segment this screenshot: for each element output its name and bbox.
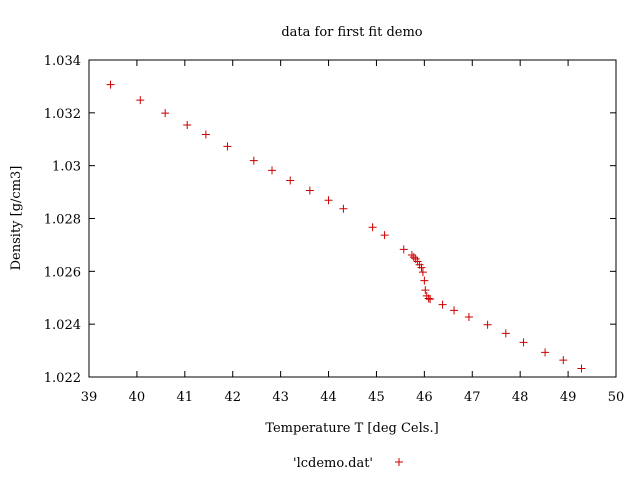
- data-point: [501, 329, 510, 338]
- data-point: [201, 130, 210, 139]
- x-tick-label: 50: [608, 390, 625, 405]
- data-point: [409, 253, 418, 262]
- data-point: [424, 294, 433, 303]
- data-point: [483, 320, 492, 329]
- x-tick-label: 48: [512, 390, 529, 405]
- data-point: [577, 364, 586, 373]
- data-point: [417, 263, 426, 272]
- x-tick-labels: 39 40 41 42 43 44 45 46 47 48 49 50: [81, 390, 625, 405]
- data-point: [161, 109, 170, 118]
- data-point: [106, 80, 115, 89]
- data-point: [426, 295, 435, 304]
- data-point: [519, 338, 528, 347]
- data-point: [183, 120, 192, 129]
- y-tick-labels: 1.022 1.024 1.026 1.028 1.03 1.032 1.034: [44, 54, 81, 386]
- data-point: [249, 156, 258, 165]
- x-tick-label: 40: [129, 390, 146, 405]
- data-point: [407, 250, 416, 259]
- plot-frame: [88, 59, 617, 378]
- y-tick-label: 1.028: [44, 213, 81, 228]
- data-point: [399, 245, 408, 254]
- legend-label: 'lcdemo.dat': [293, 456, 373, 471]
- data-point: [464, 313, 473, 322]
- x-axis-label: Temperature T [deg Cels.]: [265, 421, 438, 436]
- x-tick-label: 47: [464, 390, 481, 405]
- x-tick-label: 45: [368, 390, 385, 405]
- data-point: [413, 257, 422, 266]
- data-point: [418, 268, 427, 277]
- data-point: [541, 348, 550, 357]
- legend: 'lcdemo.dat': [293, 456, 403, 471]
- data-point: [339, 204, 348, 213]
- y-tick-label: 1.024: [44, 318, 81, 333]
- x-tick-label: 46: [416, 390, 433, 405]
- x-tick-label: 44: [320, 390, 337, 405]
- data-point: [420, 276, 429, 285]
- data-point: [450, 306, 459, 315]
- legend-marker-symbol: [395, 458, 403, 466]
- data-point: [438, 300, 447, 309]
- data-point: [305, 186, 314, 195]
- chart-title: data for first fit demo: [281, 25, 422, 40]
- data-point: [559, 356, 568, 365]
- x-tick-label: 41: [177, 390, 194, 405]
- x-tick-label: 49: [560, 390, 577, 405]
- tick-marks: [88, 59, 617, 378]
- legend-marker: [395, 458, 403, 466]
- y-tick-label: 1.026: [44, 265, 81, 280]
- data-point: [136, 96, 145, 105]
- data-point: [368, 223, 377, 232]
- data-points: [106, 80, 586, 373]
- y-tick-label: 1.03: [52, 160, 81, 175]
- x-tick-label: 39: [81, 390, 98, 405]
- y-axis-label: Density [g/cm3]: [9, 166, 24, 271]
- data-point: [268, 166, 277, 175]
- data-point: [324, 196, 333, 205]
- data-point: [380, 231, 389, 240]
- y-tick-label: 1.034: [44, 54, 81, 69]
- data-point: [421, 286, 430, 295]
- x-tick-label: 42: [224, 390, 241, 405]
- data-point: [223, 142, 232, 151]
- data-point: [286, 176, 295, 185]
- y-tick-label: 1.032: [44, 107, 81, 122]
- x-tick-label: 43: [272, 390, 289, 405]
- y-tick-label: 1.022: [44, 371, 81, 386]
